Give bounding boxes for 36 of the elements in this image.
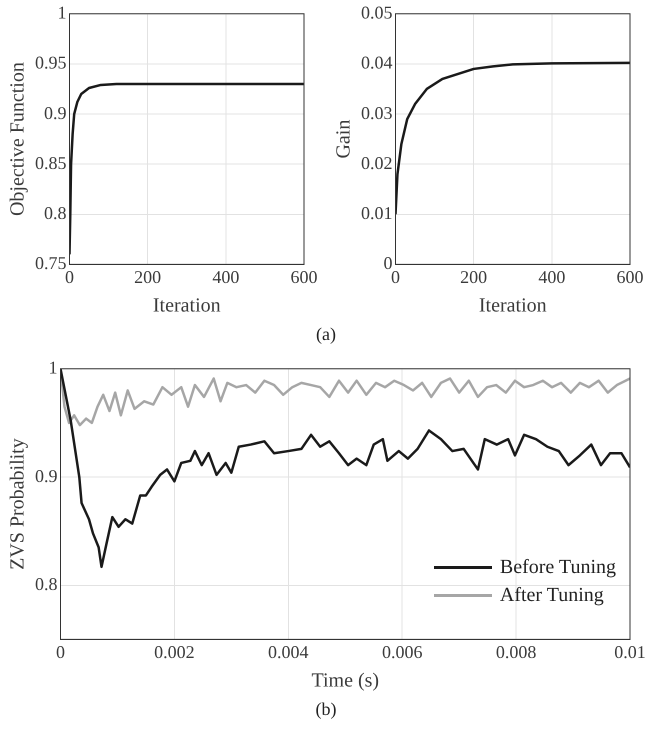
y-tick-label: 0.03 [361,102,392,123]
y-tick-label: 1 [58,2,66,23]
x-tick-label: 0.008 [496,642,536,662]
y-axis-title: ZVS Probability [6,438,28,570]
x-tick-label: 600 [616,266,644,287]
y-tick-label: 0.85 [35,152,66,173]
y-axis-title: Objective Function [6,62,28,216]
x-tick-label: 600 [290,266,318,287]
y-tick-label: 0.9 [35,466,58,486]
text: (b) [314,699,338,720]
y-tick-label: 0.9 [44,102,66,123]
text: (a) [315,324,337,345]
legend-label: After Tuning [500,583,604,608]
x-axis-title: Time (s) [311,669,380,692]
y-tick-label: 0.75 [35,253,66,274]
x-tick-label: 400 [212,266,240,287]
x-tick-label: 400 [538,266,566,287]
x-tick-label: 0.002 [154,642,195,662]
y-axis-title: Gain [332,120,354,159]
y-tick-label: 0.95 [35,52,66,73]
x-tick-label: 200 [134,266,162,287]
y-tick-label: 0 [384,253,392,274]
y-tick-label: 0.05 [361,2,392,23]
y-tick-label: 0.8 [44,203,66,224]
y-tick-label: 0.8 [35,574,58,594]
x-tick-label: 0.004 [268,642,309,662]
x-tick-label: 0.006 [382,642,422,662]
x-axis-title: Iteration [152,294,221,316]
x-tick-label: 200 [460,266,488,287]
y-tick-label: 0.02 [361,152,392,173]
legend-label: Before Tuning [500,555,616,580]
y-tick-label: 0.01 [361,203,392,224]
x-axis-title: Iteration [478,294,547,316]
y-tick-label: 0.04 [361,52,392,73]
x-tick-label: 0.01 [614,642,646,662]
y-tick-label: 1 [48,358,58,378]
